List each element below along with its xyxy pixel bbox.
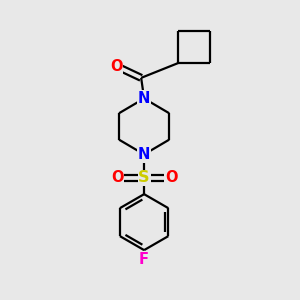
Text: N: N [138,147,150,162]
Text: N: N [138,91,150,106]
Text: F: F [139,252,149,267]
Text: S: S [138,170,150,185]
Text: O: O [111,170,123,185]
Text: O: O [110,58,122,74]
Text: O: O [165,170,178,185]
